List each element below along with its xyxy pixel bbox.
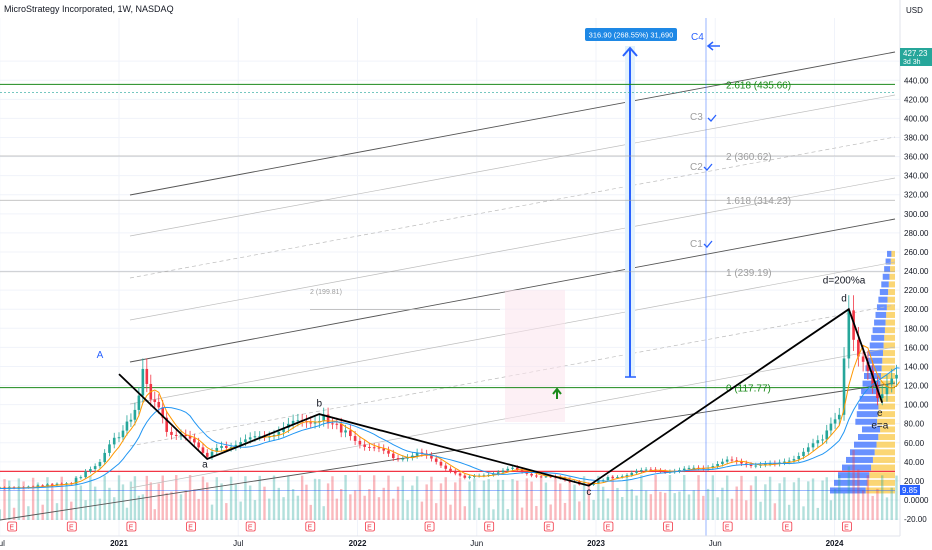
fib-level-label: 2.618 (435.66) bbox=[726, 80, 791, 91]
chart-title: MicroStrategy Incorporated, 1W, NASDAQ bbox=[4, 4, 174, 14]
earnings-e-icon[interactable]: E bbox=[248, 525, 253, 532]
wave-label: e bbox=[877, 408, 883, 419]
wave-label: e=a bbox=[871, 420, 888, 431]
green-up-arrow-icon bbox=[552, 387, 562, 399]
x-tick-label: 2023 bbox=[587, 539, 605, 548]
y-tick-label: 260.00 bbox=[904, 248, 929, 257]
y-tick-label: 60.00 bbox=[904, 439, 925, 448]
fibonacci-levels: 2.618 (435.66) 2 (360.62) 1.618 (314.23) 1 … bbox=[0, 80, 895, 395]
last-price-value: 427.23 bbox=[903, 49, 928, 58]
wave-label: A bbox=[97, 350, 104, 361]
measure-label: 316.90 (268.55%) 31,690 bbox=[589, 31, 674, 40]
y-tick-label: 100.00 bbox=[904, 401, 929, 410]
y-tick-label: 140.00 bbox=[904, 362, 929, 371]
y-tick-label: 40.00 bbox=[904, 458, 925, 467]
y-tick-label: 380.00 bbox=[904, 133, 929, 142]
price-axis-bg bbox=[900, 0, 932, 550]
time-axis-ticks: Jul2021Jul2022Jun2023Jun2024Jun2025JulMo… bbox=[0, 539, 844, 548]
earnings-e-icon[interactable]: E bbox=[486, 525, 491, 532]
fib-level-label: 1.618 (314.23) bbox=[726, 196, 791, 207]
price-axis-ticks: -20.00 0.0000 20.00 40.00 60.00 80.00 100.00 12… bbox=[904, 57, 929, 524]
y-tick-label: 180.00 bbox=[904, 324, 929, 333]
x-tick-label: 2021 bbox=[110, 539, 128, 548]
fib-level-label: 1 (239.19) bbox=[726, 268, 772, 279]
y-tick-label: 160.00 bbox=[904, 343, 929, 352]
earnings-e-icon[interactable]: E bbox=[367, 525, 372, 532]
wave-label: c bbox=[586, 487, 591, 498]
wave-label: a bbox=[202, 460, 208, 471]
horizontal-grid bbox=[0, 60, 900, 520]
currency-label: USD bbox=[906, 6, 923, 15]
earnings-e-icon[interactable]: E bbox=[606, 525, 611, 532]
wave-label: d bbox=[841, 294, 847, 305]
side-label-c3: C3 bbox=[690, 112, 703, 123]
x-tick-label: Jul bbox=[233, 539, 243, 548]
earnings-e-icon[interactable]: E bbox=[844, 525, 849, 532]
y-tick-label: 20.00 bbox=[904, 477, 925, 486]
fib-level-label: 0 (117.77) bbox=[726, 384, 771, 395]
y-tick-label: 120.00 bbox=[904, 382, 929, 391]
c4-arrow-icon bbox=[706, 41, 720, 51]
y-tick-label: -20.00 bbox=[904, 515, 927, 524]
fib-level-label: 2 (360.62) bbox=[726, 152, 772, 163]
measure-arrow-head bbox=[622, 46, 638, 57]
earnings-e-icon[interactable]: E bbox=[9, 525, 14, 532]
earnings-e-icon[interactable]: E bbox=[69, 525, 74, 532]
x-tick-label: Jun bbox=[709, 539, 722, 548]
side-label-c1: C1 bbox=[690, 239, 703, 250]
last-price-badge bbox=[900, 48, 932, 66]
y-tick-label: 300.00 bbox=[904, 210, 929, 219]
wave-label: d=200%a bbox=[823, 275, 866, 286]
y-tick-label: 400.00 bbox=[904, 114, 929, 123]
check-icons bbox=[703, 114, 717, 248]
y-tick-label: 320.00 bbox=[904, 191, 929, 200]
y-tick-label: 240.00 bbox=[904, 267, 929, 276]
low-price-badge bbox=[900, 485, 920, 495]
earnings-e-icon[interactable]: E bbox=[188, 525, 193, 532]
y-tick-label: 0.0000 bbox=[904, 496, 929, 505]
moving-averages bbox=[0, 344, 932, 489]
old-fib-label: 2 (199.81) bbox=[310, 289, 342, 296]
y-tick-label: 80.00 bbox=[904, 420, 925, 429]
side-label-c4: C4 bbox=[691, 32, 704, 43]
wave-label: b bbox=[317, 399, 323, 410]
y-tick-label: 200.00 bbox=[904, 305, 929, 314]
x-tick-label: 2022 bbox=[349, 539, 367, 548]
earnings-e-icon[interactable]: E bbox=[129, 525, 134, 532]
x-tick-label: 2024 bbox=[826, 539, 844, 548]
x-tick-label: Jun bbox=[470, 539, 483, 548]
y-tick-label: 420.00 bbox=[904, 95, 929, 104]
y-tick-label: 440.00 bbox=[904, 76, 929, 85]
y-tick-label: 280.00 bbox=[904, 229, 929, 238]
channel-lines bbox=[0, 51, 896, 521]
measure-label-bg bbox=[585, 28, 677, 41]
earnings-e-icon[interactable]: E bbox=[725, 525, 730, 532]
y-tick-label: 340.00 bbox=[904, 172, 929, 181]
y-tick-label: 220.00 bbox=[904, 286, 929, 295]
countdown-value: 3d 3h bbox=[903, 59, 921, 66]
side-label-c2: C2 bbox=[690, 162, 703, 173]
elliott-wave-path bbox=[118, 307, 884, 487]
earnings-e-icon[interactable]: E bbox=[784, 525, 789, 532]
y-tick-label: 360.00 bbox=[904, 153, 929, 162]
earnings-e-icon[interactable]: E bbox=[427, 525, 432, 532]
vertical-grid bbox=[0, 18, 835, 536]
wave-e-box bbox=[505, 290, 565, 422]
x-tick-label: Jul bbox=[0, 539, 5, 548]
earnings-e-icon[interactable]: E bbox=[546, 525, 551, 532]
earnings-e-icon[interactable]: E bbox=[665, 525, 670, 532]
low-price-value: 9.85 bbox=[902, 486, 918, 495]
earnings-e-icon[interactable]: E bbox=[307, 525, 312, 532]
